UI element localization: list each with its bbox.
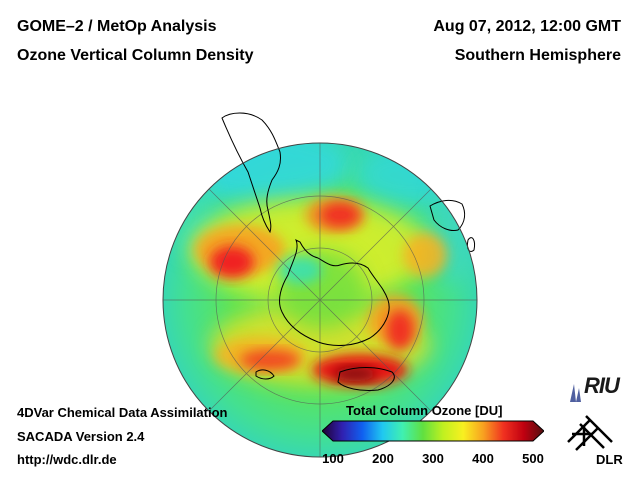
footer-method: 4DVar Chemical Data Assimilation: [17, 405, 228, 420]
colorbar-title: Total Column Ozone [DU]: [346, 403, 503, 418]
globe-outline: [162, 142, 478, 458]
footer-url: http://wdc.dlr.de: [17, 452, 117, 467]
map-region: Southern Hemisphere: [454, 47, 621, 64]
map-title-line1: GOME–2 / MetOp Analysis: [17, 18, 217, 35]
colorbar: [322, 420, 544, 442]
footer-version: SACADA Version 2.4: [17, 429, 145, 444]
riu-logo: RIU: [584, 373, 620, 398]
dlr-logo: DLR: [596, 452, 623, 467]
map-datetime: Aug 07, 2012, 12:00 GMT: [433, 18, 621, 35]
colorbar-tick-label: 400: [472, 451, 494, 466]
colorbar-tick-label: 100: [322, 451, 344, 466]
colorbar-tick-label: 200: [372, 451, 394, 466]
colorbar-tick-label: 500: [522, 451, 544, 466]
riu-logo-mark: [570, 384, 581, 402]
colorbar-tick-label: 300: [422, 451, 444, 466]
dlr-logo-mark: [567, 415, 613, 451]
coastlines: [221, 112, 475, 391]
map-title-line2: Ozone Vertical Column Density: [17, 47, 254, 64]
